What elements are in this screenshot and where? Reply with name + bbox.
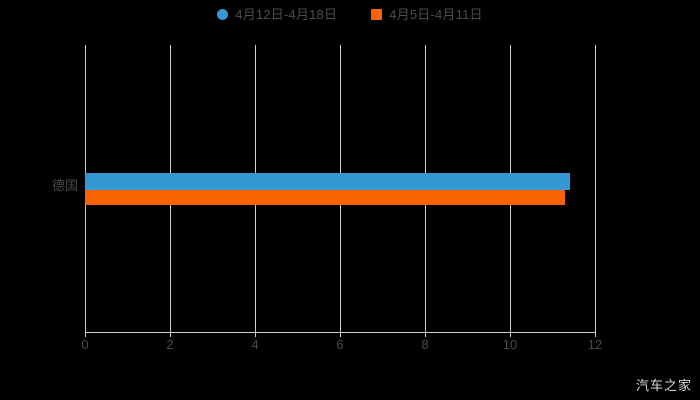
x-tick-mark-8 — [425, 332, 426, 337]
gridline-12 — [595, 45, 596, 332]
chart-legend: 4月12日-4月18日 4月5日-4月11日 — [0, 0, 700, 28]
y-axis-category-label-germany: 德国 — [51, 178, 78, 193]
x-tick-mark-2 — [170, 332, 171, 337]
x-tick-label-2: 2 — [166, 337, 174, 352]
x-tick-label-4: 4 — [251, 337, 259, 352]
x-tick-mark-4 — [255, 332, 256, 337]
x-tick-mark-12 — [595, 332, 596, 337]
bar-series-0-germany[interactable] — [85, 173, 570, 190]
legend-item-series-0[interactable]: 4月12日-4月18日 — [217, 8, 337, 21]
x-tick-mark-10 — [510, 332, 511, 337]
bar-group-germany — [85, 45, 595, 332]
bar-series-1-germany[interactable] — [85, 190, 566, 205]
x-tick-mark-6 — [340, 332, 341, 337]
x-tick-label-10: 10 — [502, 337, 518, 352]
x-tick-mark-0 — [85, 332, 86, 337]
circle-marker-icon — [217, 8, 229, 20]
x-tick-label-12: 12 — [587, 337, 603, 352]
legend-label-series-1: 4月5日-4月11日 — [389, 6, 483, 22]
legend-item-series-1[interactable]: 4月5日-4月11日 — [371, 8, 483, 21]
square-marker-icon — [371, 8, 383, 20]
x-tick-label-0: 0 — [81, 337, 89, 352]
watermark: 汽车之家 — [635, 378, 692, 393]
legend-label-series-0: 4月12日-4月18日 — [235, 6, 338, 22]
x-tick-label-8: 8 — [421, 337, 429, 352]
x-tick-label-6: 6 — [336, 337, 344, 352]
